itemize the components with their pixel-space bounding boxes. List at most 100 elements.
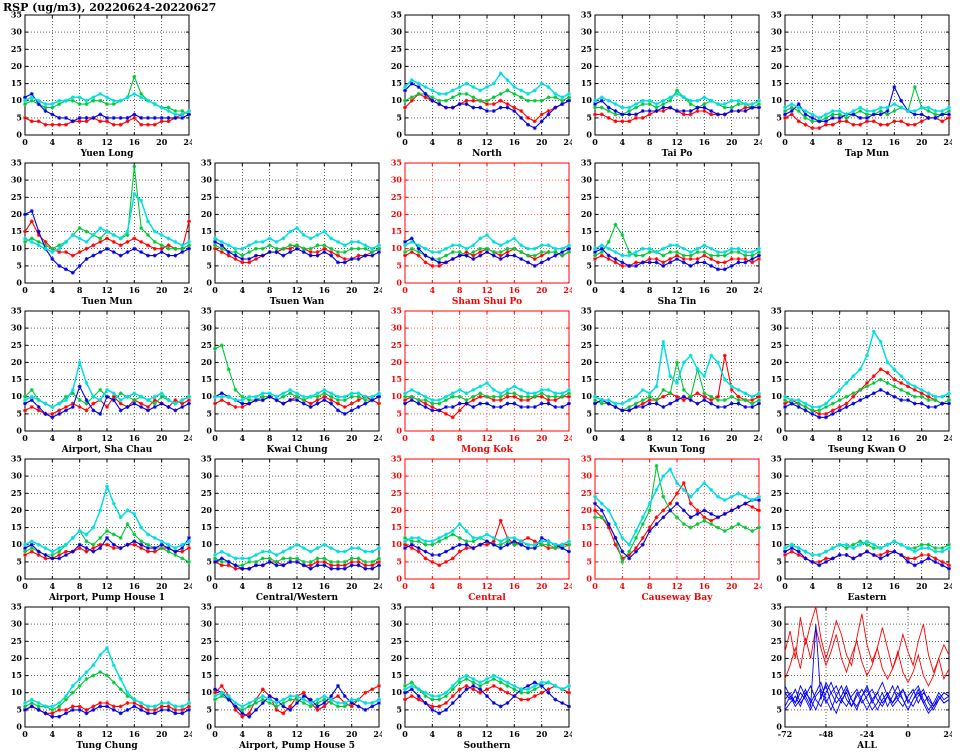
x-tick-label: 16 (699, 581, 711, 591)
chart-title: Central (468, 593, 506, 602)
x-tick-label: 0 (22, 433, 28, 443)
y-tick-label: 5 (776, 408, 782, 418)
y-tick-label: 15 (201, 374, 212, 384)
x-tick-label: 0 (592, 581, 598, 591)
y-tick-label: 15 (391, 670, 402, 680)
chart-title: ALL (856, 741, 877, 750)
chart-airport-pump-house-1: 0 5 10 15 20 25 30 35 0 4 8 12 16 20 24 Airport, Pump H… (2, 454, 195, 604)
y-tick-label: 0 (206, 574, 212, 584)
x-tick-label: 24 (753, 137, 762, 147)
chart-north: 0 5 10 15 20 25 30 35 0 4 8 12 16 20 24 North (382, 10, 575, 160)
chart-title: Airport, Pump House 5 (238, 741, 355, 750)
y-tick-label: 15 (771, 522, 782, 532)
y-tick-label: 15 (581, 226, 592, 236)
series-markers-blue (23, 91, 191, 124)
y-tick-label: 15 (11, 78, 22, 88)
series-line-roadside-2 (784, 627, 950, 687)
chart-canvas: 0 5 10 15 20 25 30 35 0 4 8 12 16 20 24 Central (391, 454, 575, 604)
y-tick-label: 30 (201, 471, 213, 481)
x-tick-label: 4 (240, 433, 246, 443)
y-tick-label: 30 (11, 27, 23, 37)
y-tick-label: 30 (391, 27, 403, 37)
chart-tung-chung: 0 5 10 15 20 25 30 35 0 4 8 12 16 20 24 Tung Chung (2, 602, 195, 752)
chart-title: Causeway Bay (642, 593, 714, 602)
x-tick-label: 4 (50, 729, 56, 739)
x-tick-label: 16 (509, 137, 521, 147)
x-tick-label: 0 (402, 137, 408, 147)
y-tick-label: 5 (776, 556, 782, 566)
x-tick-label: 0 (212, 433, 218, 443)
x-tick-label: 20 (346, 285, 358, 295)
series-markers-blue (593, 246, 761, 272)
y-tick-label: 35 (391, 158, 402, 168)
chart-mong-kok: 0 5 10 15 20 25 30 35 0 4 8 12 16 20 24 Mong Kok (382, 306, 575, 456)
x-tick-label: 12 (671, 433, 682, 443)
chart-southern: 0 5 10 15 20 25 30 35 0 4 8 12 16 20 24 Southern (382, 602, 575, 752)
x-tick-label: 24 (943, 433, 952, 443)
y-tick-label: 0 (16, 130, 22, 140)
x-tick-label: 24 (373, 285, 382, 295)
y-tick-label: 35 (11, 158, 22, 168)
y-tick-label: 10 (771, 95, 783, 105)
x-tick-label: 0 (22, 729, 28, 739)
y-tick-label: 5 (206, 260, 212, 270)
y-tick-label: 35 (771, 602, 782, 612)
series-markers-cyan (403, 71, 571, 100)
series-markers-blue (23, 209, 191, 275)
x-tick-label: 20 (156, 729, 168, 739)
series-markers-blue (783, 85, 951, 124)
x-tick-label: -24 (860, 729, 875, 739)
y-tick-label: 10 (581, 95, 593, 105)
y-tick-label: 20 (581, 209, 593, 219)
chart-title: Sha Tin (658, 297, 697, 306)
x-tick-label: 20 (536, 433, 548, 443)
x-tick-label: 16 (889, 581, 901, 591)
chart-central: 0 5 10 15 20 25 30 35 0 4 8 12 16 20 24 Central (382, 454, 575, 604)
y-tick-label: 20 (201, 505, 213, 515)
y-tick-label: 20 (391, 357, 403, 367)
chart-canvas: 0 5 10 15 20 25 30 35 0 4 8 12 16 20 24 Tsuen Wan (201, 158, 385, 308)
y-tick-label: 35 (11, 10, 22, 20)
y-tick-label: 5 (206, 556, 212, 566)
series-markers-blue (783, 387, 951, 420)
chart-canvas: 0 5 10 15 20 25 30 35 0 4 8 12 16 20 24 Tung Chung (11, 602, 195, 752)
series-markers-red (23, 542, 191, 561)
x-tick-label: 16 (129, 581, 141, 591)
x-tick-label: 20 (536, 581, 548, 591)
y-tick-label: 35 (581, 454, 592, 464)
x-tick-label: 8 (837, 581, 843, 591)
x-tick-label: 4 (240, 581, 246, 591)
x-tick-label: 12 (291, 581, 302, 591)
x-tick-label: 12 (481, 137, 492, 147)
y-tick-label: 25 (11, 340, 22, 350)
series-markers-blue (593, 498, 761, 561)
y-tick-label: 30 (391, 471, 403, 481)
y-tick-label: 15 (391, 226, 402, 236)
series-markers-blue (403, 81, 571, 131)
y-tick-label: 10 (11, 539, 23, 549)
x-tick-label: 4 (810, 581, 816, 591)
y-tick-label: 35 (771, 454, 782, 464)
y-tick-label: 35 (391, 306, 402, 316)
chart-canvas: 0 5 10 15 20 25 30 35 0 4 8 12 16 20 24 Mong Kok (391, 306, 575, 456)
y-tick-label: 5 (16, 112, 22, 122)
y-tick-label: 10 (771, 391, 783, 401)
y-tick-label: 25 (11, 636, 22, 646)
chart-sham-shui-po: 0 5 10 15 20 25 30 35 0 4 8 12 16 20 24 Sham Shui Po (382, 158, 575, 308)
y-tick-label: 15 (391, 374, 402, 384)
x-tick-label: 24 (563, 433, 572, 443)
x-tick-label: 12 (291, 285, 302, 295)
y-tick-label: 5 (16, 704, 22, 714)
x-tick-label: 8 (267, 729, 273, 739)
series-markers-blue (23, 704, 191, 719)
y-tick-label: 25 (391, 44, 402, 54)
y-tick-label: 20 (771, 653, 783, 663)
y-tick-label: 25 (391, 340, 402, 350)
y-tick-label: 35 (581, 306, 592, 316)
chart-canvas: 0 5 10 15 20 25 30 35 0 4 8 12 16 20 24 North (391, 10, 575, 160)
x-tick-label: 8 (837, 137, 843, 147)
x-tick-label: 24 (943, 137, 952, 147)
x-tick-label: 16 (129, 433, 141, 443)
chart-canvas: 0 5 10 15 20 25 30 35 0 4 8 12 16 20 24 Tseung Kwan O (771, 306, 955, 456)
